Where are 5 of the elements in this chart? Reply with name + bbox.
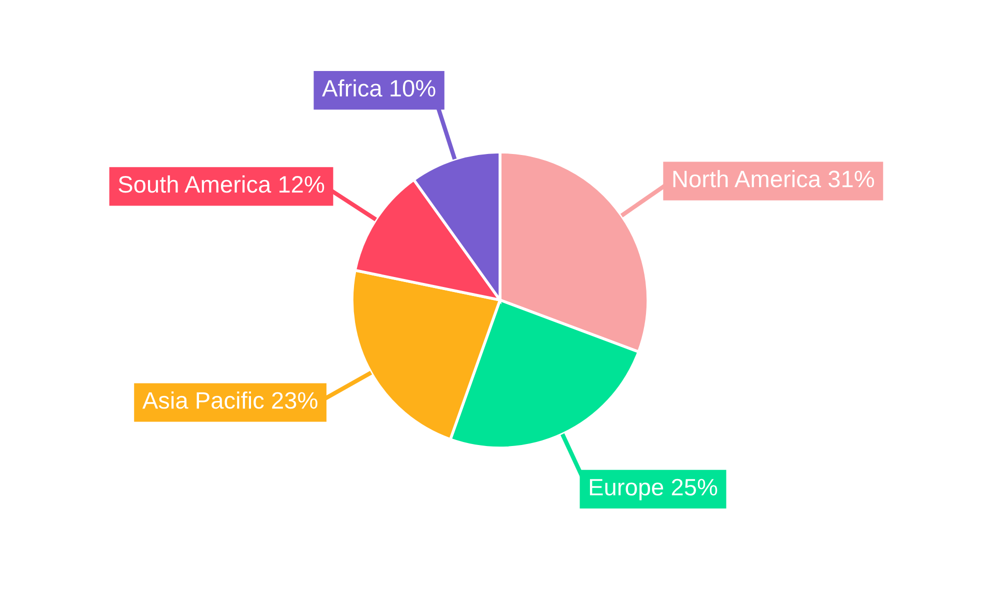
slice-label: North America 31% bbox=[673, 170, 874, 188]
slice-label: Asia Pacific 23% bbox=[142, 391, 318, 409]
slice-label: South America 12% bbox=[118, 175, 324, 193]
slice-label: Africa 10% bbox=[322, 79, 436, 97]
slice-label: Europe 25% bbox=[590, 478, 718, 500]
